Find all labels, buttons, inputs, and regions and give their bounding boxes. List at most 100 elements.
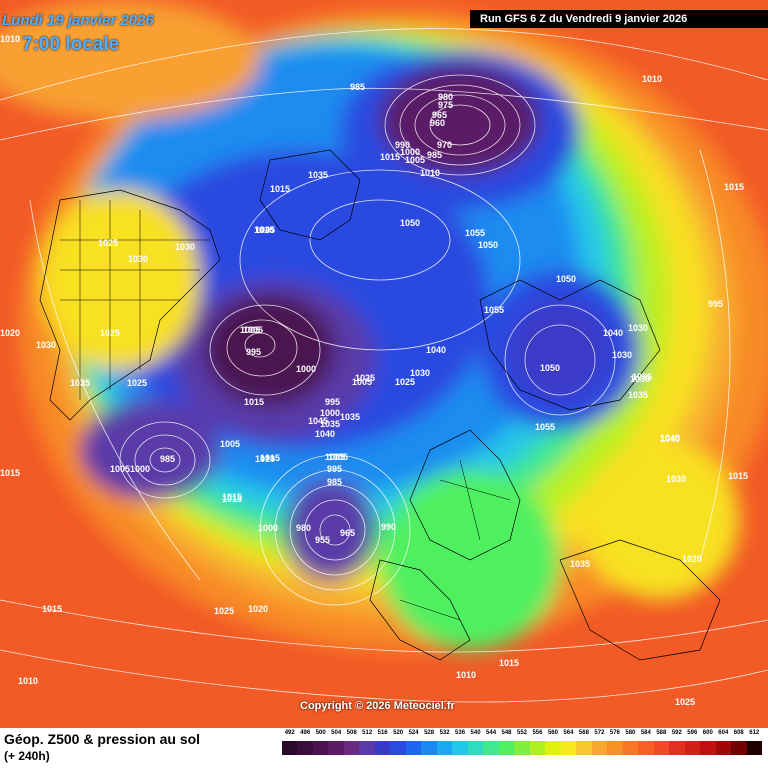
scale-label: 528: [424, 730, 435, 736]
pressure-label: 965: [340, 528, 355, 538]
scale-label: 540: [470, 730, 481, 736]
scale-swatch: [576, 741, 592, 755]
pressure-label: 995: [708, 299, 723, 309]
scale-label: 576: [609, 730, 620, 736]
scale-label: 532: [439, 730, 450, 736]
pressure-label: 1000: [400, 147, 420, 157]
scale-label: 596: [687, 730, 698, 736]
color-scale-bar: [282, 741, 763, 755]
pressure-label: 985: [350, 82, 365, 92]
pressure-label: 1035: [308, 170, 328, 180]
pressure-label: 1040: [660, 433, 680, 443]
scale-swatch: [483, 741, 499, 755]
pressure-label: 1005: [405, 155, 425, 165]
pressure-label: 1015: [380, 152, 400, 162]
pressure-label: 1035: [570, 559, 590, 569]
pressure-label: 1040: [660, 434, 680, 444]
scale-label: 512: [362, 730, 373, 736]
pressure-label: 1035: [340, 412, 360, 422]
geopotential-field: [0, 0, 768, 650]
forecast-range: (+ 240h): [4, 749, 50, 763]
scale-swatch: [467, 741, 484, 755]
pressure-label: 985: [427, 150, 442, 160]
pressure-label: 1025: [98, 238, 118, 248]
pressure-label: 1040: [426, 345, 446, 355]
pressure-label: 1030: [612, 350, 632, 360]
pressure-label: 970: [437, 140, 452, 150]
pressure-label: 1005: [352, 377, 372, 387]
scale-swatch: [591, 741, 608, 755]
pressure-label: 1025: [395, 377, 415, 387]
pressure-label: 1005: [240, 325, 260, 335]
scale-swatch: [452, 741, 468, 755]
color-scale-labels: 492 496 500 504 508 512 516 520 524 528 532 536 540 5…: [282, 730, 762, 740]
scale-swatch: [282, 741, 298, 755]
pressure-label: 1000: [130, 464, 150, 474]
scale-swatch: [390, 741, 406, 755]
pressure-labels: 1010985980975965960970985990100010051015…: [0, 34, 748, 707]
scale-label: 536: [455, 730, 466, 736]
pressure-label: 1025: [214, 606, 234, 616]
pressure-label: 1010: [642, 74, 662, 84]
pressure-label: 1015: [244, 397, 264, 407]
pressure-label: 1000: [320, 408, 340, 418]
forecast-date: Lundi 19 janvier 2026: [2, 12, 154, 29]
scale-label: 568: [578, 730, 589, 736]
pressure-label: 1050: [556, 274, 576, 284]
scale-swatch: [343, 741, 360, 755]
scale-swatch: [607, 741, 623, 755]
pressure-label: 1055: [535, 422, 555, 432]
pressure-label: 1015: [728, 471, 748, 481]
pressure-label: 1005: [110, 464, 130, 474]
scale-label: 508: [346, 730, 357, 736]
pressure-label: 1030: [36, 340, 56, 350]
scale-label: 580: [625, 730, 636, 736]
scale-label: 516: [377, 730, 388, 736]
scale-swatch: [359, 741, 375, 755]
pressure-label: 1025: [127, 378, 147, 388]
pressure-label: 1035: [632, 372, 652, 382]
scale-swatch: [700, 741, 716, 755]
scale-label: 564: [563, 730, 574, 736]
pressure-label: 1030: [410, 368, 430, 378]
pressure-label: 1035: [70, 378, 90, 388]
pressure-label: 995: [327, 464, 342, 474]
scale-swatch: [731, 741, 747, 755]
scale-swatch: [653, 741, 670, 755]
map-title: Géop. Z500 & pression au sol: [4, 731, 201, 747]
isobars: [0, 28, 768, 703]
pressure-label: 1010: [255, 454, 275, 464]
pressure-label: 1000: [296, 364, 316, 374]
pressure-label: 1015: [0, 468, 20, 478]
scale-label: 552: [516, 730, 527, 736]
pressure-label: 1030: [175, 242, 195, 252]
pressure-label: 995: [325, 397, 340, 407]
pressure-label: 1035: [320, 419, 340, 429]
scale-label: 572: [594, 730, 605, 736]
pressure-label: 1030: [630, 374, 650, 384]
scale-swatch: [436, 741, 453, 755]
scale-label: 544: [486, 730, 497, 736]
scale-swatch: [529, 741, 546, 755]
scale-swatch: [328, 741, 344, 755]
coastlines: [39, 149, 721, 661]
pressure-label: 1050: [540, 363, 560, 373]
pressure-label: 1045: [308, 416, 328, 426]
pressure-label: 1025: [100, 328, 120, 338]
scale-label: 608: [733, 730, 744, 736]
pressure-label: 1025: [355, 373, 375, 383]
scale-swatch: [498, 741, 515, 755]
pressure-label: 1050: [478, 240, 498, 250]
pressure-label: 1000: [258, 523, 278, 533]
pressure-label: 1015: [222, 494, 242, 504]
scale-swatch: [514, 741, 530, 755]
scale-swatch: [684, 741, 701, 755]
pressure-label: 1010: [18, 676, 38, 686]
pressure-label: 990: [381, 522, 396, 532]
political-borders: [60, 200, 511, 621]
scale-swatch: [421, 741, 437, 755]
scale-label: 548: [501, 730, 512, 736]
pressure-label: 1010: [456, 670, 476, 680]
pressure-label: 995: [246, 347, 261, 357]
